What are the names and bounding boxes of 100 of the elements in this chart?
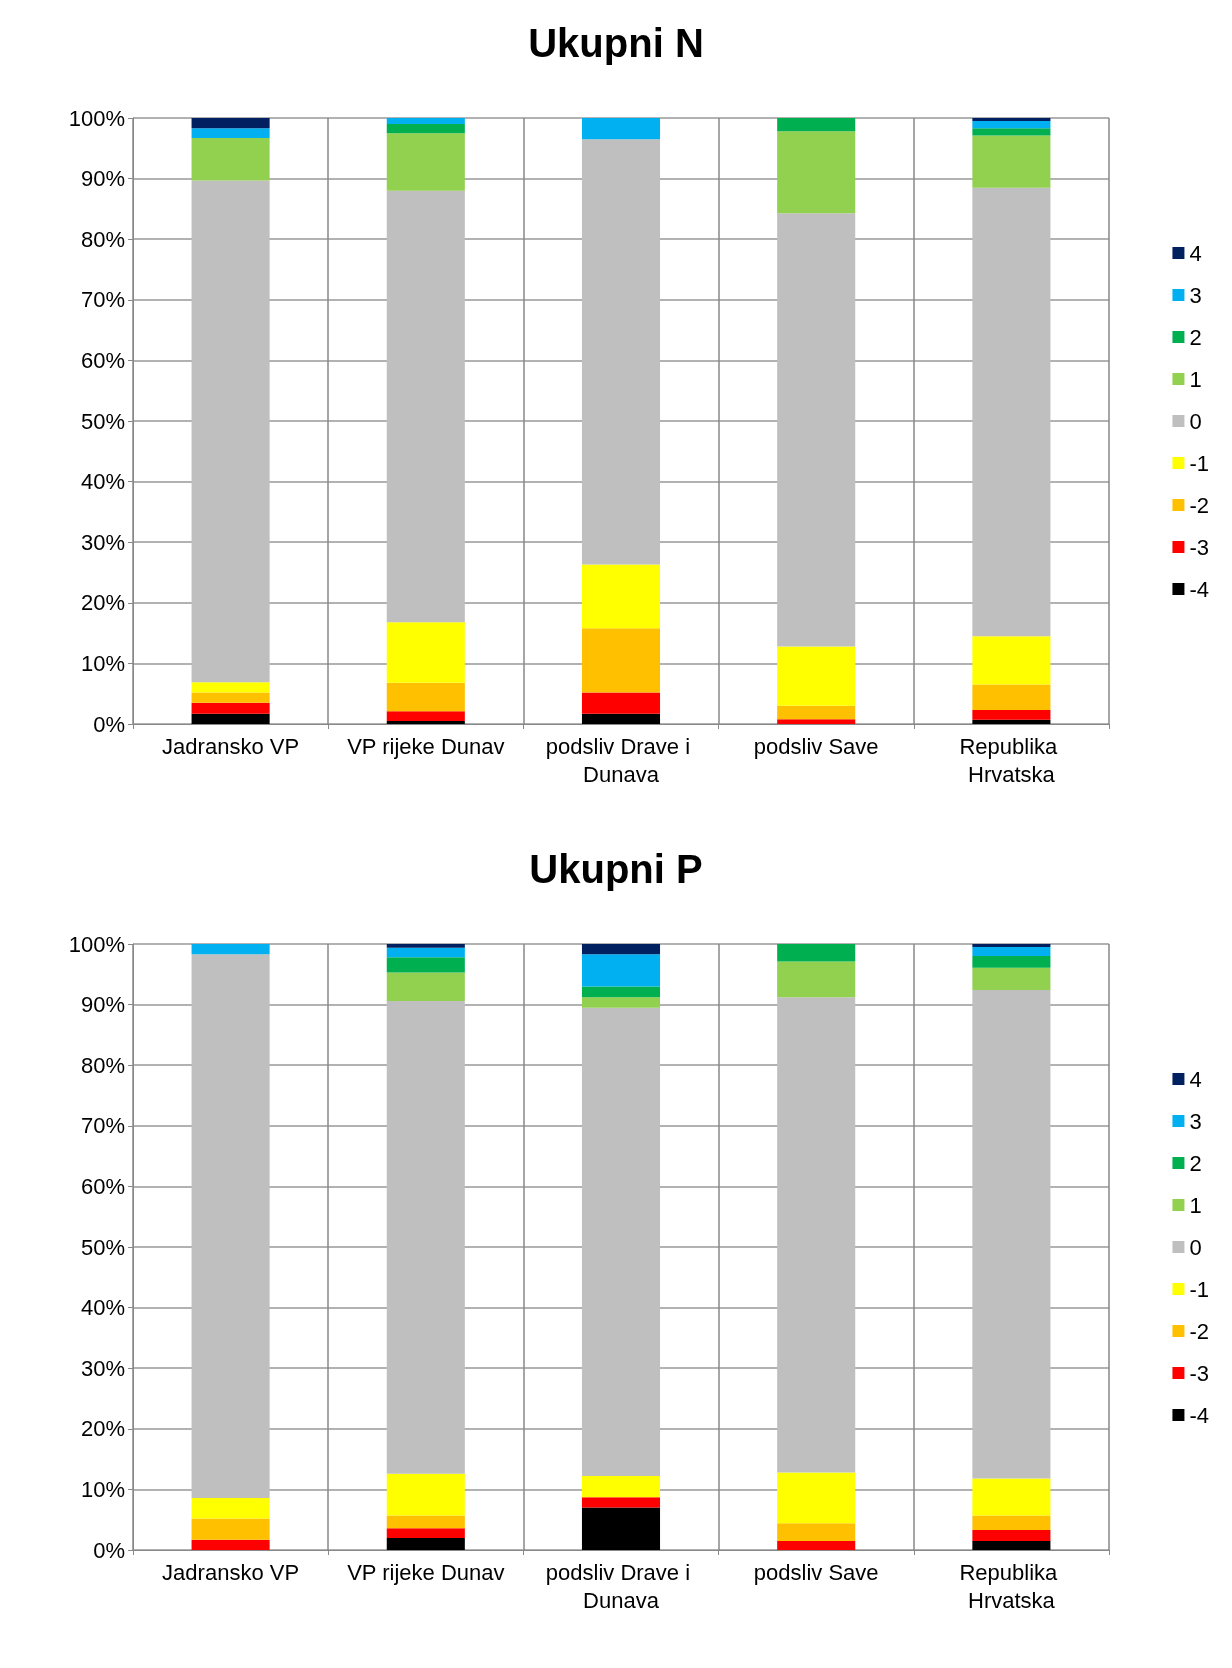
bar [972,118,1051,122]
bar [972,956,1051,968]
y-tick-label: 100% [68,105,125,131]
bar [386,947,465,958]
y-tick-label: 10% [80,650,125,676]
bar [386,1000,465,1474]
bar [972,990,1051,1479]
x-tick-label: podsliv Save [753,1559,879,1585]
y-tick-label: 80% [80,226,125,252]
bar [972,1530,1051,1541]
bar [386,1515,465,1529]
bar [386,118,465,125]
legend-label: 1 [1189,366,1202,392]
bar [777,961,856,998]
y-tick-label: 60% [80,347,125,373]
bar [972,684,1051,711]
bar [581,1476,661,1498]
chart-title: Ukupni N [528,21,704,65]
bar [972,135,1051,188]
bar [191,128,270,138]
bar [191,954,270,1498]
bar [972,944,1051,948]
bar [386,944,465,948]
x-tick-label: VP rijeke Dunav [347,1559,505,1585]
legend-label: -1 [1189,450,1209,476]
legend-label: -3 [1189,534,1209,560]
y-tick-label: 100% [68,931,125,957]
bar [581,1507,661,1550]
y-tick-label: 70% [80,1113,125,1139]
legend-label: 3 [1189,282,1202,308]
bar [777,997,856,1473]
legend-label: 4 [1189,240,1202,266]
bar [191,138,270,181]
bar [386,133,465,191]
y-tick-label: 10% [80,1476,125,1502]
x-tick-label: VP rijeke Dunav [347,733,505,759]
bar [191,1539,270,1550]
bar [191,682,270,693]
bar [777,705,856,720]
bar [777,1523,856,1541]
legend-label: -1 [1189,1276,1209,1302]
legend-label: -2 [1189,492,1209,518]
y-tick-label: 20% [80,590,125,616]
bar [581,692,661,714]
bar [581,139,661,565]
legend-label: 0 [1189,408,1202,434]
legend-label: -4 [1189,1402,1209,1428]
x-tick-label: Jadransko VP [162,733,300,759]
bar [386,711,465,721]
y-tick-label: 40% [80,1295,125,1321]
bar [581,997,661,1008]
bar [191,1497,270,1519]
bar [972,1540,1051,1550]
bar [972,121,1051,129]
bar [581,1007,661,1477]
bar [777,719,856,724]
x-tick-label: Jadransko VP [162,1559,300,1585]
bar [386,957,465,973]
y-tick-label: 30% [80,529,125,555]
bar [191,944,270,955]
x-tick-label: Republika Hrvatska [959,733,1064,787]
bar [386,1537,465,1550]
bar [972,636,1051,685]
bar [581,944,661,955]
legend-label: 1 [1189,1192,1202,1218]
legend-label: 4 [1189,1066,1202,1092]
bar [386,720,465,724]
y-tick-label: 60% [80,1173,125,1199]
bar [581,713,661,724]
y-tick-label: 50% [80,1234,125,1260]
x-tick-label: podsliv Drave i Dunava [545,733,697,787]
bar [777,646,856,706]
bar [191,180,270,683]
x-tick-label: Republika Hrvatska [959,1559,1064,1613]
bar [972,1478,1051,1516]
bar [972,719,1051,724]
bar [191,1518,270,1540]
bar [972,1515,1051,1530]
bar [581,954,661,987]
bar [386,972,465,1001]
legend-label: -4 [1189,576,1209,602]
bar [191,702,270,714]
bar [191,713,270,724]
bar [191,118,270,129]
bar [386,190,465,623]
bar [972,710,1051,720]
bar [581,986,661,998]
bar [386,1528,465,1538]
bar [777,1472,856,1524]
bar [191,692,270,703]
bar [972,128,1051,136]
bar [386,1473,465,1516]
chart-title: Ukupni P [529,847,703,891]
bar [386,682,465,712]
y-tick-label: 80% [80,1052,125,1078]
y-tick-label: 40% [80,469,125,495]
x-tick-label: podsliv Drave i Dunava [545,1559,697,1613]
y-tick-label: 0% [93,1537,125,1563]
bar [581,1497,661,1508]
bar [777,131,856,214]
